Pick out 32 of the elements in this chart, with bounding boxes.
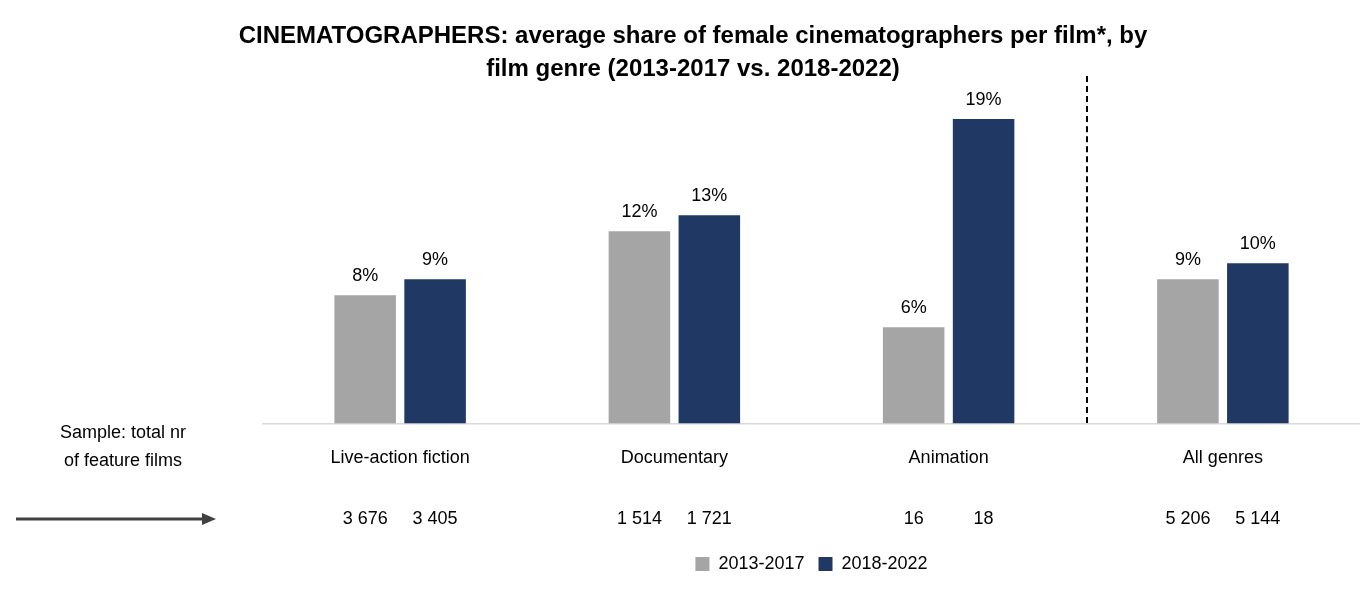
bar	[608, 231, 671, 424]
text: 1 514	[616, 507, 662, 528]
bar	[334, 295, 396, 424]
bar	[404, 279, 466, 424]
data-label: 8%	[352, 265, 379, 286]
data-label: 19%	[965, 88, 1002, 109]
bar	[882, 327, 945, 424]
data-label: 13%	[691, 185, 728, 206]
x-tick-label: Animation	[908, 447, 989, 468]
text: 3 405	[412, 507, 458, 528]
data-label: 9%	[1174, 249, 1201, 270]
data-label: 9%	[422, 249, 449, 270]
data-label: 6%	[900, 297, 927, 318]
legend-label: 2013-2017	[718, 552, 805, 573]
data-label: 10%	[1239, 233, 1276, 254]
bar	[678, 215, 741, 424]
legend-label: 2018-2022	[841, 552, 928, 573]
text: 3 676	[342, 507, 388, 528]
chart-title: CINEMATOGRAPHERS: average share of female cinematographers per film*, by film genre (2013-2017 vs. 2018-2022)	[237, 20, 1149, 83]
text: 1 721	[686, 507, 732, 528]
text: 16	[903, 507, 924, 528]
bar	[1157, 279, 1219, 424]
x-tick-label: Documentary	[620, 447, 728, 468]
text: 18	[973, 507, 994, 528]
data-label: 12%	[621, 201, 658, 222]
bar	[952, 119, 1015, 424]
x-tick-label: All genres	[1182, 447, 1263, 468]
x-tick-label: Live-action fiction	[330, 447, 470, 468]
bar	[1227, 263, 1289, 424]
text: Sample: total nr of feature films	[59, 422, 187, 471]
text: 5 144	[1235, 507, 1281, 528]
text: 5 206	[1165, 507, 1211, 528]
